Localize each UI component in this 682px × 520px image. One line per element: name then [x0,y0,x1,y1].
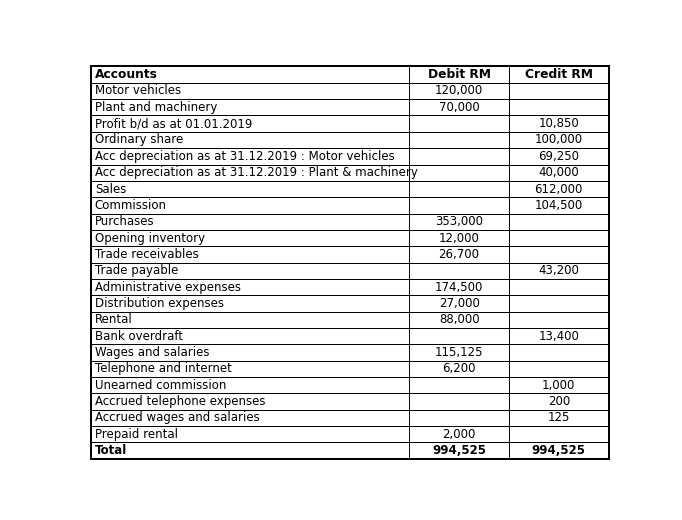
Text: 104,500: 104,500 [535,199,583,212]
Text: Distribution expenses: Distribution expenses [95,297,224,310]
Text: 10,850: 10,850 [538,117,579,130]
Text: 70,000: 70,000 [439,101,479,114]
Text: Trade payable: Trade payable [95,264,178,277]
Text: Sales: Sales [95,183,126,196]
Text: 994,525: 994,525 [432,444,486,457]
Text: Profit b/d as at 01.01.2019: Profit b/d as at 01.01.2019 [95,117,252,130]
Text: Wages and salaries: Wages and salaries [95,346,209,359]
Text: Administrative expenses: Administrative expenses [95,281,241,294]
Text: Purchases: Purchases [95,215,154,228]
Text: 88,000: 88,000 [439,314,479,327]
Text: Rental: Rental [95,314,132,327]
Text: 43,200: 43,200 [538,264,579,277]
Text: Plant and machinery: Plant and machinery [95,101,217,114]
Text: Debit RM: Debit RM [428,68,490,81]
Text: 6,200: 6,200 [443,362,476,375]
Text: Motor vehicles: Motor vehicles [95,84,181,97]
Text: 115,125: 115,125 [435,346,484,359]
Text: 120,000: 120,000 [435,84,484,97]
Text: Acc depreciation as at 31.12.2019 : Motor vehicles: Acc depreciation as at 31.12.2019 : Moto… [95,150,394,163]
Text: 2,000: 2,000 [443,428,476,441]
Text: 69,250: 69,250 [538,150,579,163]
Text: 174,500: 174,500 [435,281,484,294]
Text: Commission: Commission [95,199,167,212]
Text: Bank overdraft: Bank overdraft [95,330,183,343]
Text: Credit RM: Credit RM [524,68,593,81]
Text: 200: 200 [548,395,570,408]
Text: Acc depreciation as at 31.12.2019 : Plant & machinery: Acc depreciation as at 31.12.2019 : Plan… [95,166,417,179]
Text: Total: Total [95,444,127,457]
Text: Accounts: Accounts [95,68,158,81]
Text: 26,700: 26,700 [439,248,479,261]
Text: 994,525: 994,525 [532,444,586,457]
Text: Prepaid rental: Prepaid rental [95,428,178,441]
Text: Unearned commission: Unearned commission [95,379,226,392]
Text: 40,000: 40,000 [538,166,579,179]
Text: Accrued wages and salaries: Accrued wages and salaries [95,411,260,424]
Text: 1,000: 1,000 [542,379,576,392]
Text: Ordinary share: Ordinary share [95,134,183,147]
Text: 353,000: 353,000 [435,215,483,228]
Text: Telephone and internet: Telephone and internet [95,362,232,375]
Text: 13,400: 13,400 [538,330,579,343]
Text: Trade receivables: Trade receivables [95,248,198,261]
Text: Opening inventory: Opening inventory [95,231,205,244]
Text: 27,000: 27,000 [439,297,479,310]
Text: Accrued telephone expenses: Accrued telephone expenses [95,395,265,408]
Text: 12,000: 12,000 [439,231,479,244]
Text: 100,000: 100,000 [535,134,583,147]
Text: 125: 125 [548,411,570,424]
Text: 612,000: 612,000 [535,183,583,196]
